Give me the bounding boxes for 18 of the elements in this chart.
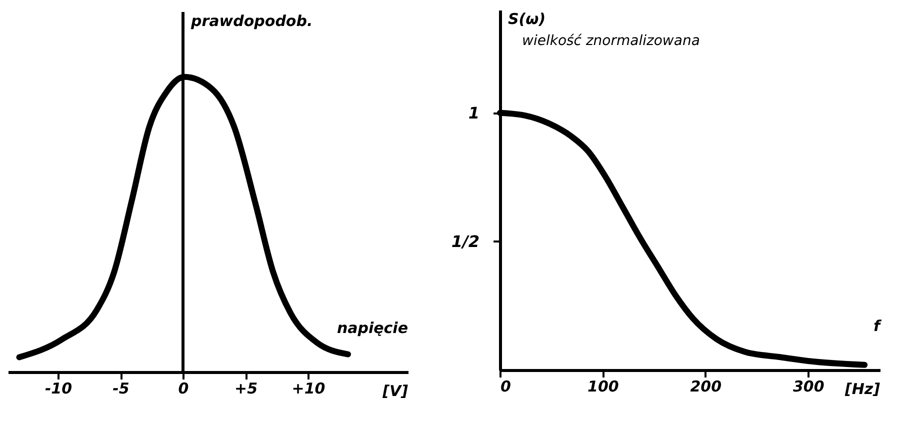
text: wielkość znormalizowana <box>522 33 700 49</box>
x-tick-label: +5 <box>234 380 258 398</box>
x-tick-label: 300 <box>792 378 824 396</box>
x-tick-label: +10 <box>292 380 326 398</box>
y-tick-label: 1 <box>468 103 480 122</box>
text: [V] <box>382 382 408 400</box>
x-tick-label: 100 <box>588 378 619 396</box>
y-axis-title: prawdopodob. <box>190 12 313 30</box>
x-axis-title: napięcie <box>336 319 408 337</box>
x-tick-label: -5 <box>112 380 130 398</box>
x-tick-label: -10 <box>44 380 72 398</box>
y-tick-label: 1/2 <box>451 232 480 251</box>
x-tick-label: 0 <box>178 380 189 398</box>
y-axis-title: S(ω) <box>508 10 546 28</box>
text: [Hz] <box>844 380 880 398</box>
x-axis-title: f <box>873 317 882 335</box>
x-tick-label: 200 <box>690 378 722 396</box>
x-tick-label: 0 <box>500 378 511 396</box>
